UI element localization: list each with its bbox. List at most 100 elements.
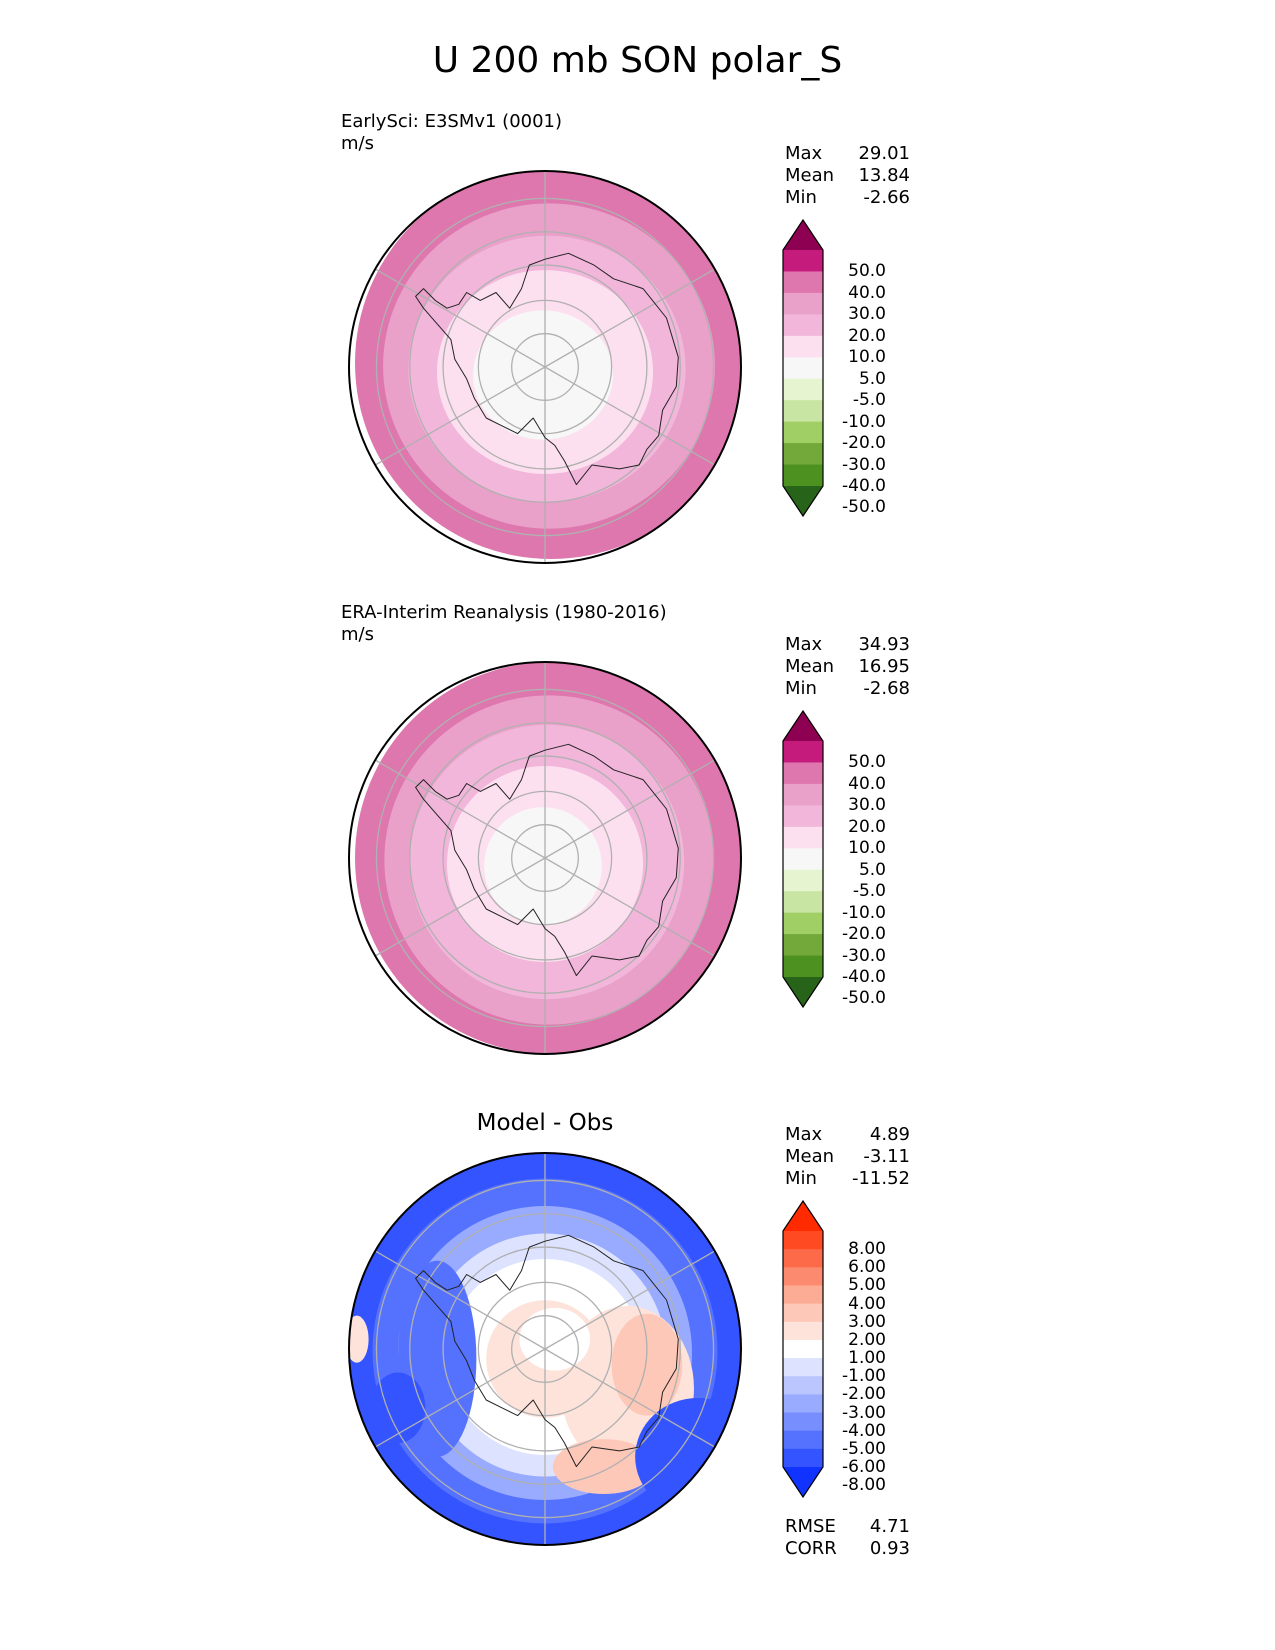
colorbar-bin — [783, 1430, 823, 1450]
colorbar-bin — [783, 891, 823, 914]
colorbar-bin — [783, 1376, 823, 1395]
map-boundary — [348, 661, 742, 1055]
colorbar-tick-label: 40.0 — [848, 282, 886, 303]
colorbar-bin — [783, 1231, 823, 1250]
anomaly-region — [519, 1307, 591, 1371]
stat-label: Mean — [785, 656, 835, 677]
colorbar-tick-label: -10.0 — [842, 411, 886, 432]
colorbar-tick-label: -4.00 — [842, 1420, 886, 1441]
colorbar-tick-label: -8.00 — [842, 1475, 886, 1496]
colorbar-tick-label: -30.0 — [842, 454, 886, 475]
stat-label: Mean — [785, 165, 835, 186]
colorbar-bin — [783, 934, 823, 957]
meridian-gridline — [374, 1250, 546, 1350]
anomaly-region — [635, 1397, 741, 1516]
colorbar-bin — [783, 1321, 823, 1341]
stat-value: -2.68 — [863, 678, 910, 699]
colorbar-tick-label: -5.0 — [852, 881, 886, 902]
stat-value: 34.93 — [858, 634, 910, 655]
colorbar-bin — [783, 357, 823, 380]
colorbar-bin — [783, 1339, 823, 1359]
colorbar-bin — [783, 335, 823, 358]
colorbar-bin — [783, 783, 823, 806]
colorbar-tick-label: -6.00 — [842, 1457, 886, 1477]
colorbar-tick-label: 5.0 — [858, 368, 886, 389]
colorbar-tick-label: 6.00 — [848, 1257, 886, 1278]
colorbar-tick-label: 5.00 — [848, 1275, 886, 1296]
colorbar-outline — [782, 218, 824, 518]
stat-label: Max — [785, 634, 823, 655]
contour-band — [484, 807, 602, 925]
meridian-gridline — [374, 366, 546, 466]
colorbar-tick-label: -5.00 — [842, 1438, 886, 1459]
colorbar-tick-label: 10.0 — [848, 838, 886, 859]
stat-label: Max — [785, 1124, 823, 1145]
meridian-gridline — [374, 268, 546, 368]
stat-value: 13.84 — [858, 165, 910, 186]
map-boundary — [348, 1152, 742, 1546]
colorbar-bin — [783, 1358, 823, 1377]
meridian-gridline — [544, 857, 716, 957]
panel-2-colorbar-ticks: 50.0 40.0 30.0 20.0 10.0 5.0 -5.0 -10.0 -20.0 -30… — [820, 711, 890, 1007]
panel-1-stats: Max 29.01 Mean 13.84 Min -2.66 — [785, 143, 910, 209]
colorbar-extension-top — [783, 1201, 823, 1231]
panel-1-units: m/s — [341, 133, 374, 154]
stat-value: -3.11 — [863, 1146, 910, 1167]
colorbar-outline — [782, 709, 824, 1009]
colorbar-tick-label: -2.00 — [842, 1384, 886, 1405]
colorbar-bin — [783, 464, 823, 487]
colorbar-tick-label: 20.0 — [848, 816, 886, 837]
antarctica-coastline — [415, 743, 679, 977]
colorbar-tick-label: 50.0 — [848, 261, 886, 282]
colorbar-extension-bottom — [783, 1467, 823, 1497]
colorbar-bin — [783, 955, 823, 978]
colorbar-bin — [783, 421, 823, 444]
colorbar-extension-bottom — [783, 486, 823, 516]
stat-label: Max — [785, 143, 823, 164]
colorbar-bin — [783, 762, 823, 785]
colorbar-bin — [783, 250, 823, 272]
figure-title: U 200 mb SON polar_S — [432, 40, 843, 81]
colorbar-tick-label: -50.0 — [842, 988, 886, 1009]
map-field — [349, 1153, 741, 1545]
colorbar-tick-label: -5.0 — [852, 390, 886, 411]
metric-label: CORR — [785, 1538, 837, 1559]
stat-label: Min — [785, 1168, 817, 1189]
panel-3-stats: Max 4.89 Mean -3.11 Min -11.52 — [785, 1124, 910, 1190]
colorbar-tick-label: 50.0 — [848, 752, 886, 773]
colorbar-tick-label: 20.0 — [848, 325, 886, 346]
panel-2-title: ERA-Interim Reanalysis (1980-2016) — [341, 602, 667, 623]
colorbar-tick-label: 3.00 — [848, 1311, 886, 1332]
panel-2-polar-map — [348, 661, 742, 1055]
colorbar-bin — [783, 1412, 823, 1432]
colorbar-tick-label: 4.00 — [848, 1293, 886, 1314]
stat-value: 4.89 — [869, 1124, 910, 1145]
colorbar-tick-label: -40.0 — [842, 476, 886, 496]
meridian-gridline — [374, 759, 546, 859]
stat-value: 29.01 — [858, 143, 910, 164]
meridian-gridline — [374, 857, 546, 957]
colorbar-tick-label: -30.0 — [842, 945, 886, 966]
panel-2-stats: Max 34.93 Mean 16.95 Min -2.68 — [785, 634, 910, 700]
colorbar-tick-label: -20.0 — [842, 433, 886, 454]
colorbar-tick-label: 10.0 — [848, 347, 886, 368]
stat-label: Min — [785, 678, 817, 699]
metric-value: 4.71 — [869, 1516, 910, 1537]
colorbar-tick-label: 1.00 — [848, 1348, 886, 1369]
panel-1-colorbar — [782, 218, 824, 518]
colorbar-extension-top — [783, 711, 823, 741]
colorbar-tick-label: -50.0 — [842, 497, 886, 518]
stat-label: Min — [785, 187, 817, 208]
colorbar-bin — [783, 1249, 823, 1268]
metric-value: 0.93 — [869, 1538, 910, 1559]
colorbar-bin — [783, 1394, 823, 1414]
colorbar-extension-bottom — [783, 977, 823, 1007]
stat-value: -11.52 — [851, 1168, 910, 1189]
meridian-gridline — [544, 268, 716, 368]
colorbar-bin — [783, 1285, 823, 1305]
colorbar-tick-label: -40.0 — [842, 967, 886, 987]
colorbar-bin — [783, 805, 823, 828]
map-boundary — [348, 170, 742, 564]
antarctica-coastline — [415, 1234, 679, 1468]
colorbar-tick-label: 8.00 — [848, 1239, 886, 1260]
